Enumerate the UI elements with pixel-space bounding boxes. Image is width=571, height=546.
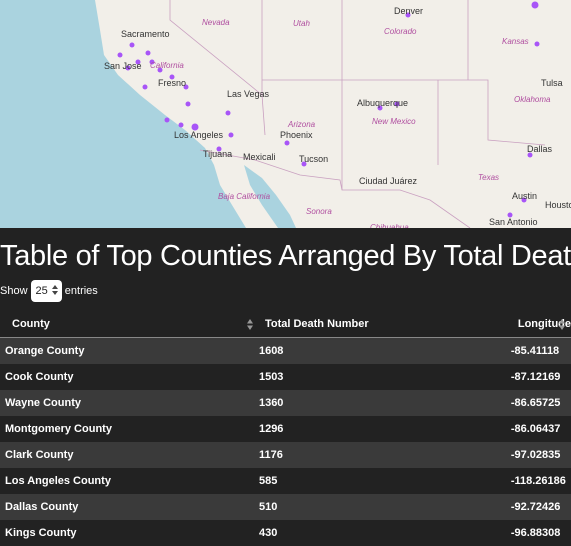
region-label: Oklahoma xyxy=(514,95,551,104)
table-cell: 1176 xyxy=(258,442,511,468)
table-cell: -85.41118 xyxy=(510,337,571,364)
region-label: Utah xyxy=(293,19,310,28)
city-label: Los Angeles xyxy=(174,130,224,140)
table-row: Cook County 1503 -87.12169 xyxy=(0,364,571,390)
city-label: Tucson xyxy=(299,154,328,164)
region-label: Texas xyxy=(478,173,499,182)
city-label: San Jose xyxy=(104,61,142,71)
table-cell: -118.26186 xyxy=(510,475,566,487)
table-cell: -86.06437 xyxy=(510,423,561,435)
region-label: New Mexico xyxy=(372,117,416,126)
table-row: Montgomery County 1296 -86.06437 xyxy=(0,416,571,442)
show-label: Show xyxy=(0,285,28,297)
table-cell: 1503 xyxy=(258,371,284,383)
header-row: County Total Death Number Longitude xyxy=(0,311,571,338)
city-label: Fresno xyxy=(158,78,186,88)
table-cell: -96.88308 xyxy=(510,527,561,539)
table-cell: -97.02835 xyxy=(510,442,571,468)
sort-icon xyxy=(246,319,253,330)
table-cell: 1296 xyxy=(258,423,284,435)
table-cell: Montgomery County xyxy=(5,423,112,435)
column-header[interactable]: Total Death Number xyxy=(258,311,511,338)
table-cell: Wayne County xyxy=(0,390,259,416)
gulf xyxy=(244,165,296,228)
city-label: Phoenix xyxy=(280,130,313,140)
city-label: Albuquerque xyxy=(357,98,408,108)
table-cell: 430 xyxy=(258,527,278,539)
city-label: Austin xyxy=(512,191,537,201)
column-header[interactable]: Longitude xyxy=(510,311,571,338)
map-dots xyxy=(117,1,540,218)
table-row: Kings County 430 -96.88308 xyxy=(0,520,571,546)
table-cell: 585 xyxy=(258,475,278,487)
length-control: Show 25 entries xyxy=(0,280,98,302)
table-row: Los Angeles County 585 -118.26186 xyxy=(0,468,571,494)
city-label: San Antonio xyxy=(489,217,538,227)
column-header[interactable]: County xyxy=(0,311,259,338)
map[interactable]: Denver Nevada Utah Colorado Kansas Sacra… xyxy=(0,0,571,228)
city-label: Sacramento xyxy=(121,29,170,39)
region-label: Nevada xyxy=(202,18,230,27)
region-label: California xyxy=(150,61,184,70)
region-label: Colorado xyxy=(384,27,417,36)
table-cell: Orange County xyxy=(0,337,259,364)
region-label: Sonora xyxy=(306,207,332,216)
city-label: Las Vegas xyxy=(227,89,270,99)
region-label: Chihuahua xyxy=(370,223,409,228)
table-cell: Los Angeles County xyxy=(5,475,111,487)
table-row: Clark County 1176 -97.02835 xyxy=(0,442,571,468)
table-cell: Clark County xyxy=(0,442,259,468)
table-cell: 1608 xyxy=(258,337,511,364)
city-label: Mexicali xyxy=(243,152,276,162)
table-cell: Kings County xyxy=(5,527,77,539)
table-cell: 510 xyxy=(258,494,511,520)
borders xyxy=(169,0,546,228)
table-cell: -87.12169 xyxy=(510,371,561,383)
page-size-select[interactable]: 25 xyxy=(30,280,62,302)
table-body: Orange County 1608 -85.41118 Cook County 150… xyxy=(0,337,571,546)
city-label: Tijuana xyxy=(203,149,232,159)
city-label: Housto xyxy=(545,200,571,210)
city-label: Denver xyxy=(394,6,423,16)
table-cell: 1360 xyxy=(258,390,511,416)
table-cell: -86.65725 xyxy=(510,390,571,416)
table-row: Wayne County 1360 -86.65725 xyxy=(0,390,571,416)
counties-table: County Total Death Number Longitude Orange… xyxy=(0,311,571,546)
city-label: Tulsa xyxy=(541,78,563,88)
table-title: Table of Top Counties Arranged By Total … xyxy=(0,240,571,272)
ocean xyxy=(0,0,246,228)
city-label: Dallas xyxy=(527,144,553,154)
region-label: Kansas xyxy=(502,37,529,46)
entries-label: entries xyxy=(64,285,98,297)
city-label: Ciudad Juárez xyxy=(359,176,418,186)
table-cell: Dallas County xyxy=(0,494,259,520)
region-label: Arizona xyxy=(287,120,316,129)
region-label: Baja California xyxy=(218,192,271,201)
table-row: Orange County 1608 -85.41118 xyxy=(0,337,571,364)
table-cell: -92.72426 xyxy=(510,494,571,520)
table-row: Dallas County 510 -92.72426 xyxy=(0,494,571,520)
table-cell: Cook County xyxy=(5,371,74,383)
sort-icon xyxy=(559,319,565,330)
